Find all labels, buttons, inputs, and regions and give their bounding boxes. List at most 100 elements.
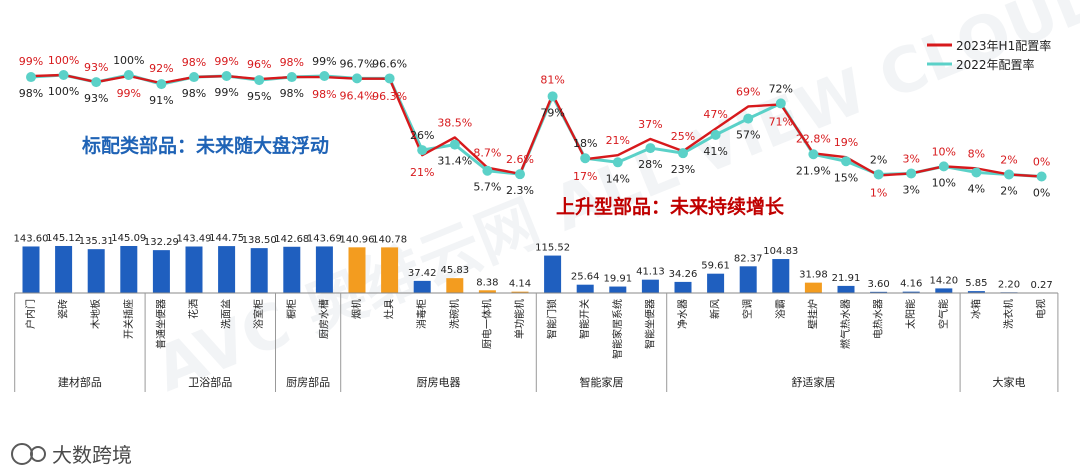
bar-label-16: 115.52 xyxy=(535,243,570,254)
label-2023-31: 0% xyxy=(1033,156,1050,169)
bar-label-22: 82.37 xyxy=(734,253,763,264)
group-label-4: 智能家居 xyxy=(580,375,624,389)
point-2022-28 xyxy=(938,161,949,172)
category-label-1: 瓷砖 xyxy=(57,299,70,319)
bar-24 xyxy=(804,282,822,293)
label-2023-13: 38.5% xyxy=(437,116,472,129)
label-2023-29: 8% xyxy=(968,147,985,160)
bar-11 xyxy=(381,247,399,293)
point-2022-24 xyxy=(808,149,819,160)
label-2023-19: 37% xyxy=(638,118,662,131)
label-2022-0: 98% xyxy=(19,87,43,100)
bar-label-18: 19.91 xyxy=(603,274,632,285)
label-2023-26: 1% xyxy=(870,186,887,199)
label-2023-30: 2% xyxy=(1000,153,1017,166)
category-label-21: 新风 xyxy=(709,299,722,319)
bar-8 xyxy=(283,246,301,293)
label-2022-30: 2% xyxy=(1000,184,1017,197)
label-2023-11: 96.3% xyxy=(372,90,407,103)
label-2023-6: 99% xyxy=(214,55,238,68)
bar-label-4: 132.29 xyxy=(144,237,179,248)
bar-label-19: 41.13 xyxy=(636,267,665,278)
bar-1 xyxy=(55,245,73,293)
bar-label-21: 59.61 xyxy=(701,261,730,272)
label-2022-19: 28% xyxy=(638,158,662,171)
label-2023-7: 96% xyxy=(247,58,271,71)
label-2022-8: 98% xyxy=(280,87,304,100)
bars-layer: 143.60145.12135.31145.09132.29143.49144.… xyxy=(14,233,1053,293)
bar-label-1: 145.12 xyxy=(46,233,81,244)
label-2023-22: 69% xyxy=(736,85,760,98)
category-label-5: 花洒 xyxy=(187,299,200,319)
label-2023-24: 22.8% xyxy=(796,132,831,145)
bar-label-9: 143.69 xyxy=(307,233,342,244)
label-2023-5: 98% xyxy=(182,56,206,69)
label-2023-10: 96.4% xyxy=(340,90,375,103)
point-2022-1 xyxy=(58,70,69,80)
label-2023-27: 3% xyxy=(902,152,919,165)
group-label-3: 厨房电器 xyxy=(417,376,461,389)
point-2022-27 xyxy=(906,168,917,179)
point-2022-23 xyxy=(775,98,786,109)
point-2022-22 xyxy=(743,113,754,124)
label-2023-18: 21% xyxy=(606,134,630,147)
label-2022-14: 5.7% xyxy=(473,181,501,194)
bar-12 xyxy=(413,280,431,293)
point-2022-12 xyxy=(417,145,428,156)
bar-28 xyxy=(935,288,953,293)
label-2022-13: 31.4% xyxy=(437,155,472,168)
bar-label-31: 0.27 xyxy=(1030,280,1052,291)
label-2022-25: 15% xyxy=(834,171,858,184)
label-2023-14: 8.7% xyxy=(473,147,501,160)
bar-4 xyxy=(152,250,170,293)
category-label-9: 厨房水槽 xyxy=(317,299,330,339)
label-2023-15: 2.6% xyxy=(506,153,534,166)
category-label-13: 洗碗机 xyxy=(448,299,461,329)
legend-label-2023: 2023年H1配置率 xyxy=(956,38,1051,53)
label-2023-23: 71% xyxy=(769,115,793,128)
label-2023-21: 47% xyxy=(703,108,727,121)
label-2023-3: 99% xyxy=(117,87,141,100)
bar-label-8: 142.68 xyxy=(274,234,309,245)
bar-label-29: 5.85 xyxy=(965,278,987,289)
bar-10 xyxy=(348,247,366,293)
point-2022-29 xyxy=(971,167,982,178)
category-label-19: 智能坐便器 xyxy=(643,299,656,349)
category-label-20: 净水器 xyxy=(676,299,689,329)
label-2022-6: 99% xyxy=(214,86,238,99)
point-2022-11 xyxy=(384,73,395,84)
bar-label-20: 34.26 xyxy=(669,269,698,280)
bar-25 xyxy=(837,285,855,293)
bar-label-27: 4.16 xyxy=(900,279,922,290)
category-axis: 户内门 瓷砖 木地板 开关插座 普通坐便器 花洒 洗面盆 浴室柜 橱柜 厨房水槽 烟机 灶具 消毒柜 洗碗… xyxy=(14,292,1059,392)
label-2023-4: 92% xyxy=(149,62,173,75)
label-2022-26: 2% xyxy=(870,153,887,166)
label-2022-9: 99% xyxy=(312,55,336,68)
legend-label-2022: 2022年配置率 xyxy=(956,57,1035,72)
point-2022-6 xyxy=(221,71,232,82)
bar-20 xyxy=(674,281,692,293)
bar-17 xyxy=(576,284,594,293)
point-2022-8 xyxy=(286,72,297,83)
callout-standard: 标配类部品：未来随大盘浮动 xyxy=(82,134,329,157)
bar-label-28: 14.20 xyxy=(929,275,958,286)
bar-13 xyxy=(446,278,464,293)
label-2022-11: 96.6% xyxy=(372,57,407,70)
category-label-26: 电热水器 xyxy=(872,299,885,339)
point-2022-25 xyxy=(841,156,851,167)
category-label-28: 空气能 xyxy=(937,299,950,329)
category-label-27: 太阳能 xyxy=(904,299,917,329)
category-label-18: 智能家居系统 xyxy=(611,299,624,359)
bar-0 xyxy=(22,246,40,293)
label-2022-31: 0% xyxy=(1033,187,1050,200)
bar-label-25: 21.91 xyxy=(832,273,861,284)
label-2022-5: 98% xyxy=(182,87,206,100)
category-label-23: 浴霸 xyxy=(775,299,787,319)
bar-label-13: 45.83 xyxy=(440,265,469,276)
bar-9 xyxy=(315,246,333,293)
point-2022-10 xyxy=(352,73,362,84)
label-2022-3: 100% xyxy=(113,54,144,67)
category-label-12: 消毒柜 xyxy=(415,299,428,329)
lines-layer xyxy=(26,70,1047,182)
